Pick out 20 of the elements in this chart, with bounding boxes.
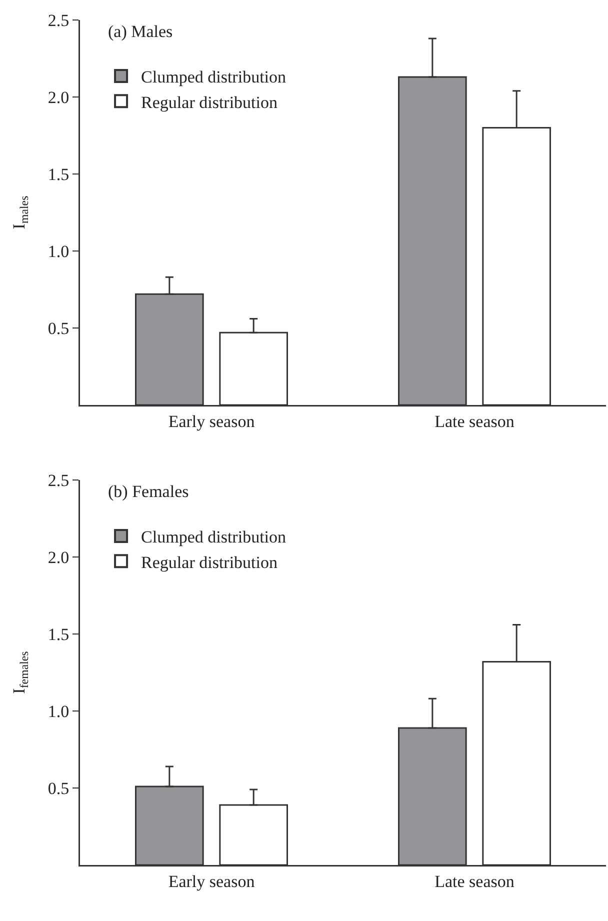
x-tick-label: Early season <box>168 872 256 891</box>
y-tick-label: 1.0 <box>48 702 70 721</box>
y-tick-label: 2.5 <box>48 10 70 30</box>
x-tick-label: Late season <box>434 872 515 891</box>
chart-title: (b) Females <box>108 482 189 501</box>
y-tick-label: 0.5 <box>48 318 70 338</box>
legend-label: Regular distribution <box>141 92 278 112</box>
y-tick-label: 2.0 <box>48 88 70 107</box>
y-tick-label: 0.5 <box>48 778 70 798</box>
legend-label: Clumped distribution <box>141 528 287 547</box>
y-tick-label: 2.5 <box>48 470 70 490</box>
legend-label: Regular distribution <box>141 552 278 572</box>
legend-label: Clumped distribution <box>141 68 287 87</box>
y-tick-label: 1.0 <box>48 242 70 261</box>
y-tick-label: 1.5 <box>48 624 70 644</box>
x-tick-label: Early season <box>168 412 256 431</box>
chart-title: (a) Males <box>108 22 173 41</box>
y-tick-label: 1.5 <box>48 164 70 184</box>
x-tick-label: Late season <box>434 412 515 431</box>
y-tick-label: 2.0 <box>48 548 70 567</box>
